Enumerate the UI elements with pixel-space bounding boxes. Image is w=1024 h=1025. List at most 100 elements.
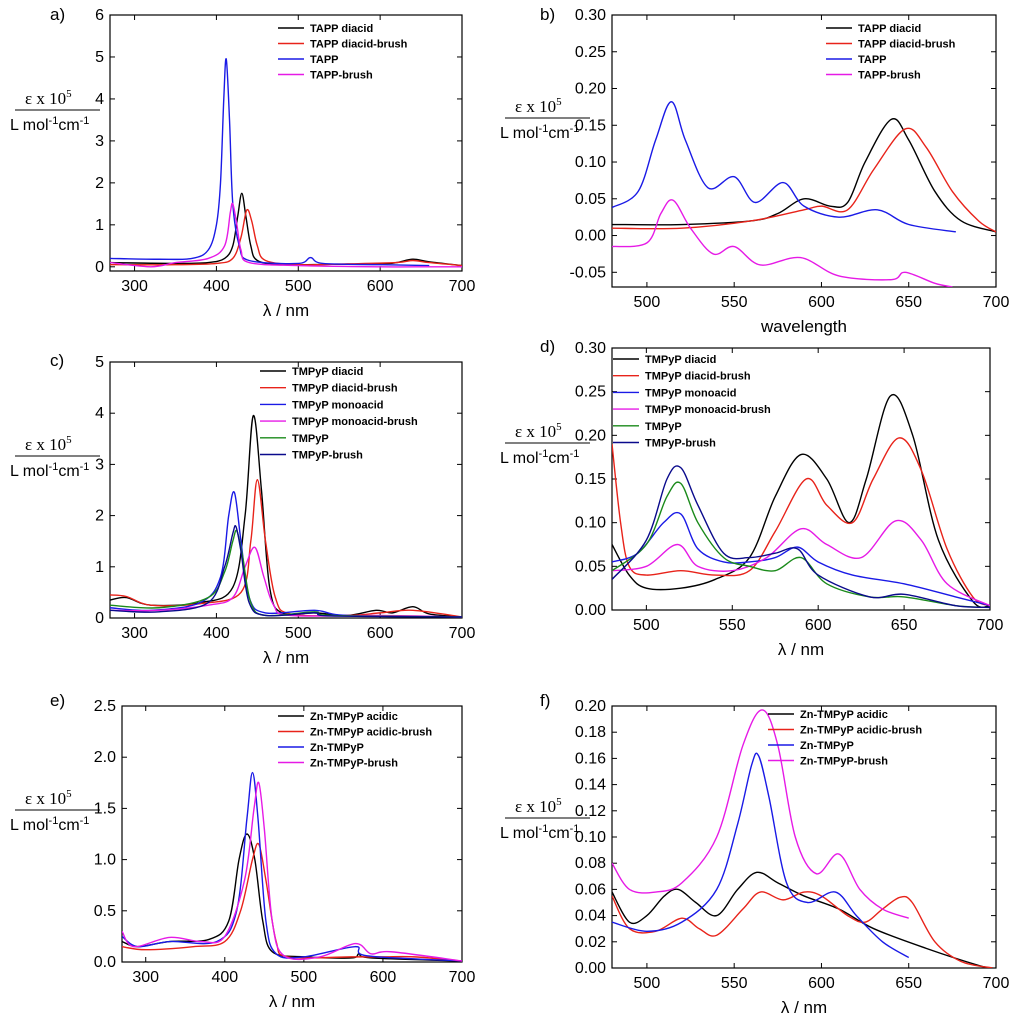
series-line-1 <box>110 208 462 267</box>
legend-entry: TMPyP diacid <box>292 366 363 378</box>
legend-entry: Zn-TMPyP-brush <box>310 758 398 770</box>
y-tick-label: 0 <box>95 259 104 276</box>
y-tick-label: 0.02 <box>575 934 606 951</box>
y-label-units: L mol-1cm-1 <box>500 123 579 142</box>
series-line-1 <box>110 479 462 618</box>
plot-frame <box>121 705 463 963</box>
legend-entry: TAPP-brush <box>310 70 373 82</box>
series-line-2 <box>110 491 462 618</box>
series-line-5 <box>110 525 462 618</box>
x-tick-label: 600 <box>367 625 394 642</box>
panel-label: d) <box>540 337 555 356</box>
series-line-0 <box>122 833 462 962</box>
y-label-epsilon: ε x 105 <box>515 421 562 441</box>
legend-entry: Zn-TMPyP acidic <box>310 711 398 723</box>
y-tick-label: 0.15 <box>575 471 606 488</box>
y-tick-label: 0.20 <box>575 427 606 444</box>
y-label-units: L mol-1cm-1 <box>10 115 89 134</box>
y-tick-label: 3 <box>95 456 104 473</box>
legend-entry: TMPyP-brush <box>645 438 716 450</box>
x-tick-label: 700 <box>449 625 476 642</box>
x-tick-label: 700 <box>983 294 1010 311</box>
y-tick-label: 1 <box>95 559 104 576</box>
y-tick-label: 0 <box>95 610 104 627</box>
series-line-4 <box>110 529 462 618</box>
y-tick-label: 2 <box>95 508 104 525</box>
y-tick-label: 0.18 <box>575 724 606 741</box>
series-line-0 <box>110 415 462 618</box>
x-tick-label: 500 <box>633 617 660 634</box>
y-axis-label: ε x 105 L mol-1cm-1 <box>10 88 100 134</box>
legend-entry: TMPyP monoacid-brush <box>292 416 418 428</box>
legend-entry: TAPP <box>310 54 339 66</box>
panel-label: f) <box>540 691 550 710</box>
x-tick-label: 550 <box>721 975 748 992</box>
legend-entry: Zn-TMPyP acidic <box>800 709 888 721</box>
chart-c: c) 300 400 500 600 700 0 1 2 3 4 5 λ / nm ε x 105 L mo… <box>10 351 475 667</box>
x-axis-label: λ / nm <box>269 992 315 1011</box>
legend-entry: TAPP diacid-brush <box>858 39 956 51</box>
y-tick-label: 0.30 <box>575 7 606 24</box>
y-tick-label: 0.30 <box>575 340 606 357</box>
chart-f: f) 500 550 600 650 700 0.00 0.02 0.04 0.06 0.08 0.1… <box>500 691 1009 1017</box>
y-tick-label: 0.14 <box>575 777 606 794</box>
series-line-5 <box>612 465 990 609</box>
series-line-2 <box>612 101 956 233</box>
y-tick-label: 0.06 <box>575 881 606 898</box>
x-tick-label: 400 <box>211 969 238 986</box>
y-tick-label: 0.12 <box>575 803 606 820</box>
y-tick-label: 5 <box>95 354 104 371</box>
y-tick-label: 0.25 <box>575 44 606 61</box>
y-tick-label: 4 <box>95 405 104 422</box>
y-tick-label: 0.15 <box>575 117 606 134</box>
y-tick-label: 0.10 <box>575 829 606 846</box>
x-tick-label: 600 <box>367 278 394 295</box>
legend-entry: Zn-TMPyP-brush <box>800 756 888 768</box>
y-axis-label: ε x 105 L mol-1cm-1 <box>500 421 590 467</box>
y-label-epsilon: ε x 105 <box>515 96 562 116</box>
series-line-0 <box>110 192 462 267</box>
legend-entry: TMPyP diacid <box>645 354 716 366</box>
y-label-units: L mol-1cm-1 <box>500 448 579 467</box>
y-tick-label: 1 <box>95 217 104 234</box>
legend-entry: TMPyP monoacid <box>292 399 383 411</box>
legend-entry: TAPP-brush <box>858 70 921 82</box>
y-label-epsilon: ε x 105 <box>25 88 72 108</box>
x-tick-label: 500 <box>634 294 661 311</box>
x-tick-label: 400 <box>203 625 230 642</box>
y-tick-label: 0.00 <box>575 602 606 619</box>
y-tick-label: 0.0 <box>94 954 116 971</box>
legend-entry: TAPP <box>858 54 887 66</box>
series-line-4 <box>612 481 990 609</box>
series-line-2 <box>110 58 430 267</box>
series-line-1 <box>122 842 462 962</box>
y-axis-label: ε x 105 L mol-1cm-1 <box>500 796 590 842</box>
plot-frame <box>109 361 463 619</box>
x-tick-label: 650 <box>891 617 918 634</box>
panel-label: e) <box>50 691 65 710</box>
legend-entry: TAPP diacid <box>858 23 921 35</box>
y-tick-label: 2.0 <box>94 749 116 766</box>
y-label-epsilon: ε x 105 <box>25 788 72 808</box>
series-line-1 <box>612 437 990 607</box>
y-label-units: L mol-1cm-1 <box>500 823 579 842</box>
legend-entry: TMPyP <box>645 421 682 433</box>
x-tick-label: 700 <box>449 969 476 986</box>
y-axis-label: ε x 105 L mol-1cm-1 <box>10 434 100 480</box>
plot-frame <box>611 14 997 288</box>
legend-entry: Zn-TMPyP <box>310 742 364 754</box>
y-axis-label: ε x 105 L mol-1cm-1 <box>10 788 100 834</box>
y-tick-label: 0.10 <box>575 515 606 532</box>
y-tick-label: -0.05 <box>570 264 607 281</box>
chart-e: e) 300 400 500 600 700 0.0 0.5 1.0 1.5 2.0 2.5 λ / n… <box>10 691 475 1011</box>
y-tick-label: 2.5 <box>94 698 116 715</box>
x-tick-label: 400 <box>203 278 230 295</box>
x-axis-label: wavelength <box>760 317 847 336</box>
x-axis-label: λ / nm <box>263 648 309 667</box>
y-tick-label: 0.16 <box>575 750 606 767</box>
x-tick-label: 300 <box>121 625 148 642</box>
legend-entry: Zn-TMPyP acidic-brush <box>310 727 432 739</box>
chart-d: d) 500 550 600 650 700 0.00 0.05 0.10 0.15 0.20 0.2… <box>500 337 1003 659</box>
y-tick-label: 5 <box>95 49 104 66</box>
